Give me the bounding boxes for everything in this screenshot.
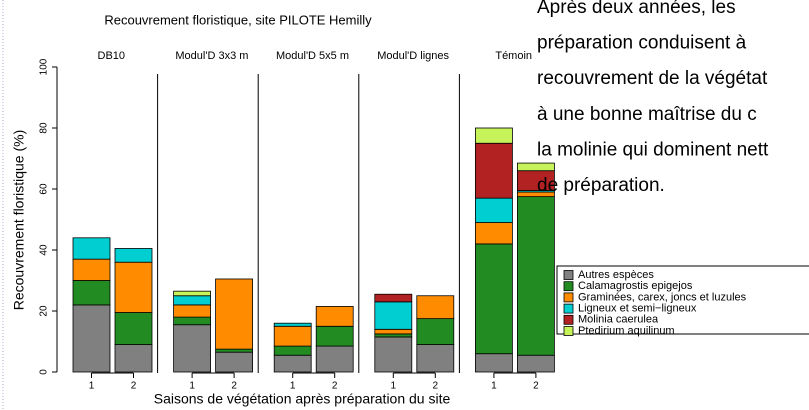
panel-title: Modul'D 3x3 m xyxy=(175,50,248,62)
legend-label: Calamagrostis epigejos xyxy=(578,280,693,292)
bar-segment xyxy=(114,344,153,373)
bar-segment xyxy=(273,322,312,327)
legend-swatch xyxy=(563,281,574,292)
paragraph-line: recouvrement de la végétat xyxy=(537,68,768,89)
legend-swatch xyxy=(563,292,574,303)
y-tick-label: 0 xyxy=(39,369,50,375)
bar-segment xyxy=(315,325,354,347)
legend-label: Autres espèces xyxy=(578,269,654,281)
bar-segment xyxy=(173,316,212,326)
bar-segment xyxy=(517,162,555,172)
bar-segment xyxy=(474,222,513,245)
legend-label: Ptedirium aquilinum xyxy=(578,325,675,337)
x-axis-label: Saisons de végétation après préparation … xyxy=(154,391,451,407)
bar-segment xyxy=(215,348,254,353)
bar-segment xyxy=(474,127,513,144)
bar-segment xyxy=(72,258,111,281)
legend-label: Graminées, carex, joncs et luzules xyxy=(578,291,747,303)
bar-segment xyxy=(474,142,513,199)
bar-segment xyxy=(114,248,153,263)
paragraph-line: à une bonne maîtrise du c xyxy=(537,104,757,125)
bar-segment xyxy=(114,312,153,345)
x-tick-label: 1 xyxy=(89,381,95,392)
panel-title: Témoin xyxy=(495,50,532,62)
bar-segment xyxy=(474,197,513,223)
bar-segment xyxy=(374,328,413,335)
paragraph-line: la molinie qui dominent nett xyxy=(537,139,769,160)
x-tick-label: 2 xyxy=(433,381,439,392)
bar-segment xyxy=(374,301,413,330)
bar-segment xyxy=(416,318,455,345)
panel-title: Modul'D 5x5 m xyxy=(276,50,349,62)
panel-title: Modul'D lignes xyxy=(377,50,449,62)
x-tick-label: 1 xyxy=(491,381,497,392)
bar-segment xyxy=(374,333,413,338)
legend-swatch xyxy=(563,303,574,314)
paragraph-line: de préparation. xyxy=(537,175,665,196)
legend-swatch xyxy=(563,326,574,336)
bar-segment xyxy=(173,324,212,373)
paragraph-line: Après deux années, les xyxy=(537,0,736,18)
bar-segment xyxy=(215,351,254,373)
paragraph-line: préparation conduisent à xyxy=(537,33,747,54)
bar-segment xyxy=(72,304,111,373)
bar-segment xyxy=(416,344,455,373)
bar-segment xyxy=(474,353,513,373)
bar-segment xyxy=(72,237,111,260)
bar-segment xyxy=(474,243,513,355)
x-tick-label: 1 xyxy=(189,381,195,392)
bar-segment xyxy=(517,196,555,356)
x-tick-label: 1 xyxy=(391,381,397,392)
panel-title: DB10 xyxy=(98,50,126,62)
y-axis-label: Recouvrement floristique (%) xyxy=(11,130,27,311)
bar-segment xyxy=(72,280,111,306)
bar-segment xyxy=(173,290,212,297)
bar-segment xyxy=(416,295,455,320)
bar-segment xyxy=(273,354,312,373)
y-tick-label: 80 xyxy=(39,122,50,134)
y-tick-label: 100 xyxy=(39,58,50,75)
bar-segment xyxy=(215,278,254,350)
bar-segment xyxy=(374,336,413,373)
bar-segment xyxy=(173,295,212,306)
legend-swatch xyxy=(563,314,574,325)
bar-segment xyxy=(315,306,354,327)
y-tick-label: 20 xyxy=(39,305,50,317)
bar-segment xyxy=(114,261,153,313)
bar-segment xyxy=(374,293,413,303)
x-tick-label: 2 xyxy=(231,381,237,392)
y-tick-label: 60 xyxy=(39,183,50,195)
legend-label: Molinia caerulea xyxy=(578,314,659,326)
x-tick-label: 2 xyxy=(533,381,539,392)
bar-segment xyxy=(273,325,312,347)
bar-segment xyxy=(517,354,555,373)
legend-box xyxy=(556,265,809,335)
x-tick-label: 2 xyxy=(332,381,338,392)
bar-segment xyxy=(315,345,354,373)
bar-segment xyxy=(173,304,212,318)
bar-segment xyxy=(273,345,312,356)
legend-swatch xyxy=(563,270,574,280)
x-tick-label: 1 xyxy=(290,381,296,392)
x-tick-label: 2 xyxy=(131,381,137,392)
legend-label: Ligneux et semi−ligneux xyxy=(578,303,697,315)
chart-title: Recouvrement floristique, site PILOTE He… xyxy=(104,12,372,27)
y-tick-label: 40 xyxy=(39,244,50,256)
